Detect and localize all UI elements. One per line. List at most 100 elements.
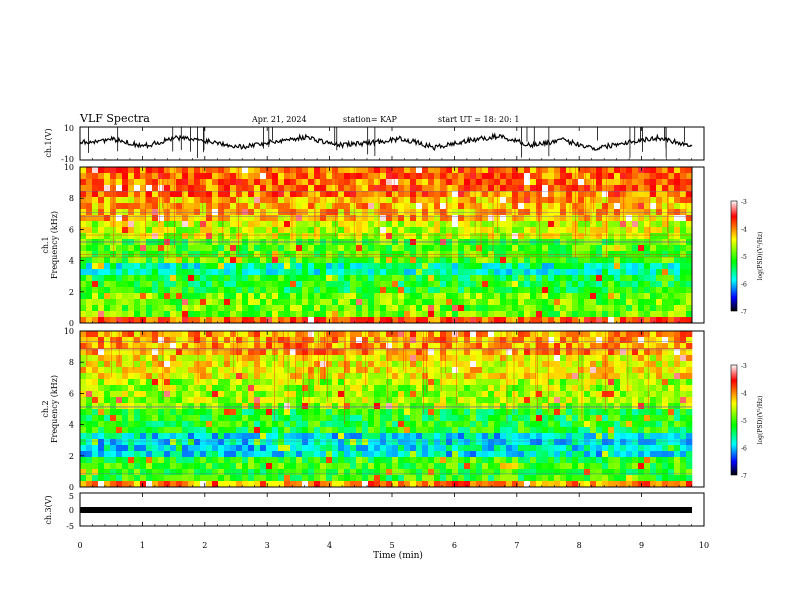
spectrogram-cell [92, 233, 99, 240]
spectrogram-cell [290, 275, 297, 282]
spectrogram-cell [554, 421, 561, 428]
spectrogram-cell [290, 427, 297, 434]
spectrogram-cell [134, 355, 141, 362]
spectrogram-cell [404, 373, 411, 380]
spectrogram-cell [452, 367, 459, 374]
spectrogram-cell [110, 481, 117, 488]
spectrogram-cell [614, 227, 621, 234]
spectrogram-cell [482, 427, 489, 434]
spectrogram-cell [572, 275, 579, 282]
spectrogram-cell [614, 299, 621, 306]
spectrogram-cell [410, 185, 417, 192]
spectrogram-cell [410, 251, 417, 258]
spectrogram-cell [170, 197, 177, 204]
spectrogram-cell [134, 343, 141, 350]
spectrogram-cell [368, 227, 375, 234]
spectrogram-cell [164, 311, 171, 318]
spectrogram-cell [416, 331, 423, 338]
spectrogram-cell [656, 305, 663, 312]
spectrogram-cell [590, 215, 597, 222]
spectrogram-cell [638, 185, 645, 192]
spectrogram-cell [122, 415, 129, 422]
spectrogram-cell [374, 415, 381, 422]
spectrogram-cell [530, 439, 537, 446]
spectrogram-cell [392, 317, 399, 324]
spectrogram-cell [206, 463, 213, 470]
spectrogram-cell [482, 185, 489, 192]
spectrogram-cell [500, 337, 507, 344]
spectrogram-cell [590, 361, 597, 368]
spectrogram-cell [374, 361, 381, 368]
spectrogram-cell [578, 287, 585, 294]
spectrogram-cell [590, 281, 597, 288]
spectrogram-cell [638, 299, 645, 306]
spectrogram-cell [572, 257, 579, 264]
spectrogram-cell [272, 275, 279, 282]
spectrogram-cell [434, 251, 441, 258]
spectrogram-cell [152, 263, 159, 270]
spectrogram-cell [80, 463, 87, 470]
spectrogram-cell [398, 275, 405, 282]
spectrogram-cell [686, 245, 693, 252]
spectrogram-cell [122, 269, 129, 276]
spectrogram-cell [566, 269, 573, 276]
spectrogram-cell [236, 469, 243, 476]
spectrogram-cell [626, 215, 633, 222]
spectrogram-cell [542, 287, 549, 294]
spectrogram-cell [452, 311, 459, 318]
spectrogram-cell [110, 397, 117, 404]
spectrogram-cell [566, 257, 573, 264]
spectrogram-cell [260, 233, 267, 240]
spectrogram-cell [128, 337, 135, 344]
spectrogram-cell [134, 221, 141, 228]
spectrogram-cell [236, 445, 243, 452]
spectrogram-cell [422, 373, 429, 380]
spectrogram-cell [386, 215, 393, 222]
spectrogram-cell [128, 481, 135, 488]
spectrogram-cell [194, 233, 201, 240]
spectrogram-cell [386, 173, 393, 180]
spectrogram-cell [542, 293, 549, 300]
spectrogram-cell [680, 269, 687, 276]
spectrogram-cell [248, 475, 255, 482]
spectrogram-cell [146, 373, 153, 380]
spectrogram-cell [500, 203, 507, 210]
spectrogram-cell [254, 179, 261, 186]
spectrogram-cell [296, 221, 303, 228]
spectrogram-cell [218, 331, 225, 338]
spectrogram-cell [512, 481, 519, 488]
spectrogram-cell [314, 245, 321, 252]
spectrogram-cell [416, 251, 423, 258]
spectrogram-cell [560, 331, 567, 338]
spectrogram-cell [662, 215, 669, 222]
spectrogram-cell [164, 167, 171, 174]
spectrogram-cell [542, 475, 549, 482]
spectrogram-cell [422, 433, 429, 440]
spectrogram-cell [632, 269, 639, 276]
spectrogram-cell [476, 203, 483, 210]
spectrogram-cell [278, 355, 285, 362]
spectrogram-cell [194, 239, 201, 246]
spectrogram-cell [650, 317, 657, 324]
spectrogram-cell [530, 457, 537, 464]
spectrogram-cell [410, 409, 417, 416]
spectrogram-cell [314, 349, 321, 356]
spectrogram-cell [524, 373, 531, 380]
spectrogram-cell [260, 463, 267, 470]
spectrogram-cell [470, 409, 477, 416]
spectrogram-cell [482, 287, 489, 294]
spectrogram-cell [116, 421, 123, 428]
spectrogram-cell [422, 469, 429, 476]
spectrogram-cell [236, 379, 243, 386]
spectrogram-cell [656, 221, 663, 228]
spectrogram-cell [308, 239, 315, 246]
spectrogram-cell [320, 445, 327, 452]
spectrogram-cell [542, 239, 549, 246]
spectrogram-cell [362, 275, 369, 282]
spectrogram-cell [344, 451, 351, 458]
spectrogram-cell [176, 337, 183, 344]
spectrogram-cell [560, 379, 567, 386]
spectrogram-cell [476, 245, 483, 252]
spectrogram-cell [134, 251, 141, 258]
spectrogram-cell [326, 385, 333, 392]
